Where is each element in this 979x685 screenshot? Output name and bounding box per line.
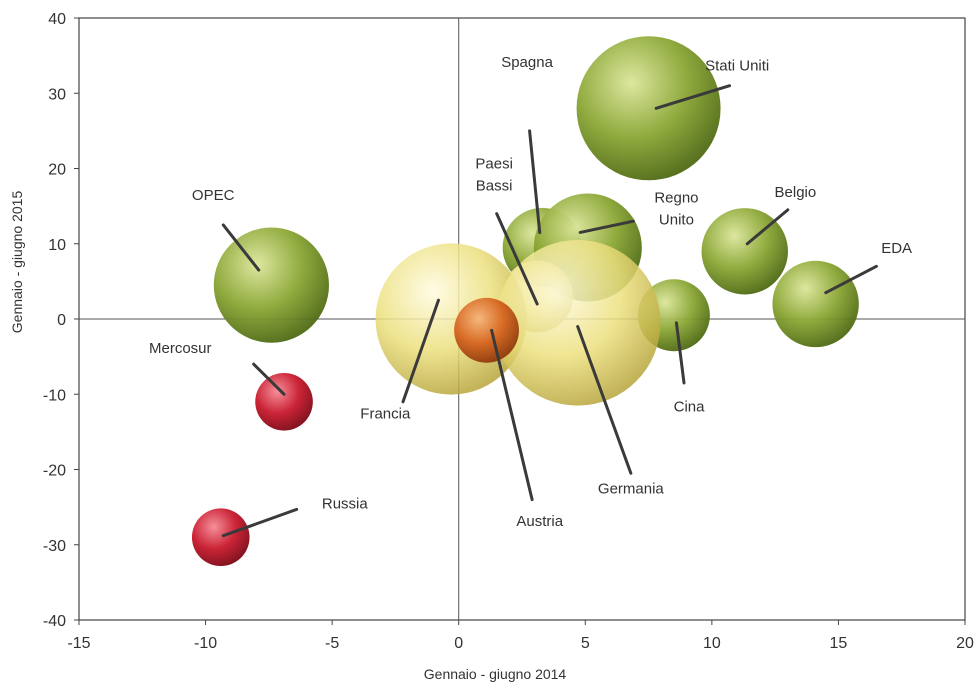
x-tick-label: -10	[194, 635, 217, 652]
label-germania: Germania	[598, 481, 665, 498]
bubble-eda	[772, 261, 858, 347]
x-axis-title: Gennaio - giugno 2014	[424, 666, 567, 682]
y-tick-label: 30	[48, 86, 66, 103]
label-opec: OPEC	[192, 187, 235, 204]
label-francia: Francia	[360, 405, 411, 422]
label-belgio: Belgio	[775, 184, 817, 201]
x-tick-label: 10	[703, 635, 721, 652]
x-tick-label: 20	[956, 635, 974, 652]
bubble-russia	[192, 508, 250, 566]
label-spagna: Spagna	[501, 54, 553, 71]
x-tick-label: 5	[581, 635, 590, 652]
label-austria: Austria	[516, 513, 563, 530]
x-tick-label: -5	[325, 635, 339, 652]
y-axis-title: Gennaio - giugno 2015	[9, 191, 25, 334]
label-mercosur: Mercosur	[149, 340, 212, 357]
x-tick-label: 15	[830, 635, 848, 652]
bubble-stati-uniti	[577, 36, 721, 180]
label-eda: EDA	[881, 240, 912, 257]
bubble-austria	[454, 298, 519, 363]
y-tick-label: -30	[43, 538, 66, 555]
y-tick-label: 10	[48, 237, 66, 254]
label-russia: Russia	[322, 496, 369, 513]
y-tick-label: 0	[57, 312, 66, 329]
y-tick-label: 20	[48, 162, 66, 179]
y-tick-label: -20	[43, 463, 66, 480]
label-cina: Cina	[674, 399, 706, 416]
bubble-mercosur	[255, 373, 313, 431]
bubble-opec	[214, 228, 329, 343]
y-tick-label: -10	[43, 387, 66, 404]
label-stati-uniti: Stati Uniti	[705, 58, 769, 75]
y-tick-label: 40	[48, 11, 66, 28]
y-tick-label: -40	[43, 613, 66, 630]
x-tick-label: -15	[67, 635, 90, 652]
x-tick-label: 0	[454, 635, 463, 652]
